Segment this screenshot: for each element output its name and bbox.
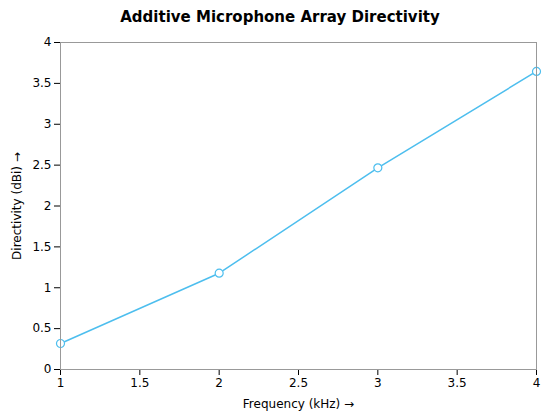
svg-text:1.5: 1.5 — [130, 376, 149, 390]
svg-text:3: 3 — [374, 376, 382, 390]
svg-text:4: 4 — [44, 35, 52, 49]
svg-text:Frequency (kHz) →: Frequency (kHz) → — [243, 397, 354, 411]
svg-text:2.5: 2.5 — [32, 158, 51, 172]
html-text:Additive Microphone Array Dire: Additive Microphone Array Directivity — [120, 8, 440, 26]
svg-text:2: 2 — [215, 376, 223, 390]
svg-text:3.5: 3.5 — [448, 376, 467, 390]
svg-text:0.5: 0.5 — [32, 321, 51, 335]
svg-text:3.5: 3.5 — [32, 76, 51, 90]
svg-text:1: 1 — [44, 281, 52, 295]
svg-text:1.5: 1.5 — [32, 240, 51, 254]
svg-text:Directivity (dBi) →: Directivity (dBi) → — [10, 152, 24, 260]
svg-text:4: 4 — [533, 376, 541, 390]
svg-text:0: 0 — [44, 362, 52, 376]
svg-text:2.5: 2.5 — [289, 376, 308, 390]
svg-text:1: 1 — [57, 376, 65, 390]
svg-text:2: 2 — [44, 199, 52, 213]
svg-text:3: 3 — [44, 117, 52, 131]
